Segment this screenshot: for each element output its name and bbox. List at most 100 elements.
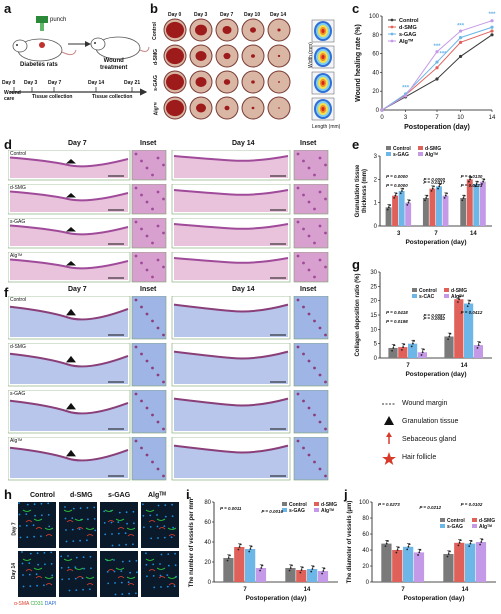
j-bar — [381, 543, 392, 582]
wound-area — [223, 79, 231, 85]
j-datapoint — [396, 549, 399, 551]
wound-area — [223, 52, 231, 60]
he-row-label: Algᵀᴹ — [10, 253, 22, 259]
g-legend-swatch — [412, 288, 417, 292]
j-datapoint — [470, 540, 473, 542]
g-xlabel: Postoperation (day) — [405, 371, 466, 378]
masson-inset2-cell — [296, 392, 300, 396]
he-inset2-cell — [324, 231, 327, 235]
if-dapi-nucleus — [106, 571, 109, 573]
if-tile — [18, 551, 56, 597]
masson-inset1 — [131, 390, 167, 434]
if-dapi-nucleus — [121, 560, 124, 563]
masson-inset1-cell — [140, 352, 143, 356]
he-inset1-cell — [145, 200, 149, 204]
masson-inset1 — [131, 437, 167, 481]
c-point — [490, 25, 494, 29]
j-datapoint — [457, 544, 460, 547]
wound-area — [166, 47, 184, 65]
if-dapi-nucleus — [72, 540, 75, 542]
i-datapoint — [310, 570, 313, 573]
e-datapoint — [407, 201, 410, 204]
if-sma-signal — [86, 583, 94, 586]
e-xlabel: Postoperation (day) — [405, 239, 466, 246]
j-datapoint — [469, 542, 472, 545]
e-ylabel: Granulation tissue — [355, 164, 361, 217]
j-legend-swatch — [472, 524, 477, 528]
i-datapoint — [291, 564, 293, 567]
j-ytick-label: 100 — [359, 500, 370, 506]
if-dapi-nucleus — [28, 573, 31, 576]
masson-inset1-cell — [145, 312, 149, 316]
if-cd31-vessel — [22, 558, 32, 561]
c-xlabel: Postoperation (day) — [404, 124, 470, 131]
masson-inset2-cell — [302, 446, 305, 450]
masson-inset2-cell — [307, 453, 311, 457]
e-xtick-label: 14 — [470, 231, 477, 237]
wound-area — [224, 105, 230, 111]
he-inset2-cell — [307, 166, 311, 170]
if-dapi-nucleus — [36, 584, 38, 587]
j-legend-label: Algᵀᴹ — [479, 524, 492, 530]
e-ytick-label: 1 — [374, 201, 378, 207]
if-dapi-nucleus — [86, 539, 88, 542]
e-bar — [392, 195, 399, 226]
e-pvalue: P = 0.0317 — [423, 180, 445, 185]
h-col-alg: Algᵀᴹ — [148, 492, 166, 499]
panel-label-e: e — [352, 137, 360, 152]
chart-vessel-number: 0 20 40 60 80 7 14 Postoperation (day) The numbe… — [188, 497, 338, 602]
legend-sebaceous: Sebaceous gland — [402, 436, 457, 443]
e-datapoint — [467, 180, 470, 183]
he-day14-epidermis — [173, 257, 289, 264]
if-dapi-nucleus — [172, 526, 174, 529]
j-legend-swatch — [440, 524, 445, 528]
i-datapoint — [260, 567, 263, 569]
j-datapoint — [417, 554, 419, 556]
e-ytick-label: 0 — [374, 224, 378, 230]
i-datapoint — [312, 565, 315, 568]
masson-row-label: d-SMG — [10, 344, 26, 350]
if-dapi-nucleus — [173, 585, 176, 588]
e-ytick-label: 3 — [374, 154, 378, 160]
if-dapi-nucleus — [149, 514, 152, 517]
he-inset1 — [131, 252, 167, 283]
wound-photo-grid: Day 0 Day 3 Day 7 Day 10 Day 14 Control … — [152, 10, 352, 135]
immunofluorescence-panel: Control d-SMG s-GAG Algᵀᴹ Day 7 Day 14 α… — [8, 490, 186, 610]
j-bar — [413, 552, 425, 582]
day-header-14: Day 14 — [270, 12, 287, 18]
i-datapoint — [226, 559, 229, 562]
j-datapoint — [447, 553, 450, 555]
if-dapi-nucleus — [19, 536, 22, 539]
masson-inset2-cell — [318, 467, 322, 471]
g-datapoint — [410, 345, 413, 348]
if-dapi-nucleus — [164, 515, 167, 518]
if-dapi-nucleus — [79, 507, 82, 510]
he-inset2-cell — [302, 193, 305, 197]
i-datapoint — [250, 545, 253, 548]
he-day14-epidermis — [173, 223, 289, 230]
masson-inset1-cell — [156, 326, 160, 330]
c-legend-marker — [390, 39, 394, 43]
if-dapi-nucleus — [68, 589, 71, 592]
if-cd31-vessel — [104, 509, 114, 512]
e-bar — [466, 179, 473, 226]
c-legend-label: d-SMG — [399, 25, 417, 31]
if-sma-signal — [66, 569, 74, 572]
e-datapoint — [402, 187, 405, 190]
g-legend-swatch — [444, 288, 449, 292]
he-granulation-marker — [66, 261, 76, 266]
e-legend-label: Control — [393, 146, 411, 152]
stain-sma: α-SMA — [14, 601, 30, 607]
if-sma-signal — [25, 520, 33, 523]
if-dapi-nucleus — [33, 535, 35, 538]
c-legend-marker — [390, 32, 394, 36]
if-dapi-nucleus — [163, 536, 166, 539]
masson-inset2-cell — [324, 333, 327, 337]
masson-inset1-cell — [134, 439, 138, 443]
row-label-dsmg: d-SMG — [153, 48, 160, 66]
masson-day7-tissue — [10, 353, 128, 384]
wound-area — [222, 25, 232, 35]
if-cd31-vessel — [74, 567, 84, 570]
e-bar — [429, 188, 436, 226]
if-dapi-nucleus — [64, 506, 66, 508]
